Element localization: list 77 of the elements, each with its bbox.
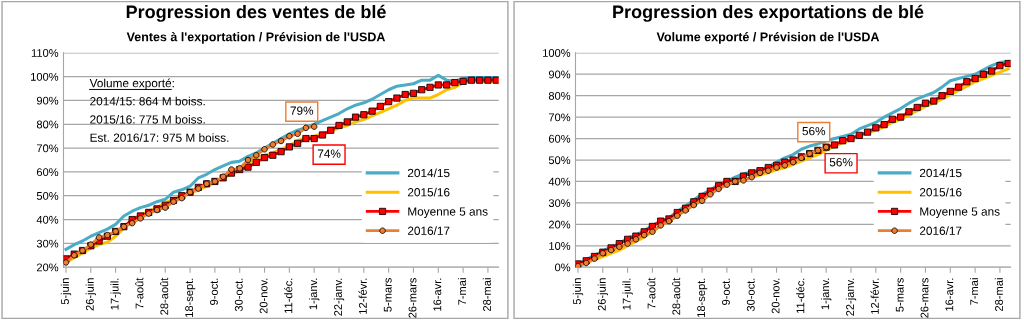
annotation: 2015/16: 775 M boiss. — [90, 114, 205, 124]
y-tick-label: 40% — [548, 177, 571, 186]
annotation: 2014/15: 864 M boiss. — [90, 96, 205, 106]
y-tick-label: 80% — [36, 120, 59, 129]
legend-label: 2015/16 — [919, 187, 962, 197]
x-tick-label: 17-juil. — [622, 278, 633, 310]
x-tick-label: 11-déc. — [284, 278, 293, 314]
y-tick-label: 50% — [548, 156, 571, 165]
x-tick-label: 26-mars — [408, 278, 417, 318]
x-tick-label: 5-mars — [383, 278, 392, 312]
x-tick-label: 18-sept. — [697, 278, 708, 317]
x-tick-label: 18-sept. — [185, 278, 196, 317]
y-tick-label: 70% — [36, 144, 59, 153]
y-tick-label: 90% — [36, 96, 59, 105]
x-tick-label: 7-mai — [969, 278, 979, 305]
y-tick-label: 100% — [31, 72, 59, 81]
x-tick-label: 16-avr. — [945, 278, 954, 311]
y-tick-label: 40% — [36, 215, 59, 224]
x-tick-label: 1-janv. — [821, 278, 832, 310]
x-tick-label: 5-juin — [60, 278, 72, 305]
x-tick-label: 16-avr. — [433, 278, 442, 311]
x-tick-label: 9-oct. — [210, 278, 218, 305]
x-tick-label: 26-juin — [85, 278, 96, 311]
legend-label: 2016/17 — [919, 226, 962, 235]
legend-label: 2014/15 — [919, 168, 962, 178]
annotation: 56% — [802, 126, 826, 136]
chart-title: Progression des exportations de blé — [613, 4, 924, 22]
legend-label: Moyenne 5 ans — [920, 207, 1000, 219]
y-tick-label: 80% — [548, 91, 571, 100]
y-tick-label: 70% — [548, 113, 571, 122]
y-tick-label: 20% — [548, 220, 571, 229]
x-tick-label: 17-juil. — [110, 278, 121, 310]
x-tick-label: 28-août — [672, 277, 681, 315]
x-tick-label: 20-nov. — [771, 278, 780, 314]
x-tick-label: 5-juin — [572, 278, 584, 305]
y-tick-label: 10% — [549, 242, 571, 250]
x-tick-label: 9-oct. — [722, 278, 730, 305]
x-tick-label: 12-févr. — [870, 278, 879, 314]
chart-subtitle: Ventes à l'exportation / Prévision de l'USDA — [126, 32, 386, 44]
y-tick-label: 60% — [548, 134, 571, 143]
x-tick-label: 7-août — [135, 277, 144, 309]
chart-title: Progression des ventes de blé — [126, 4, 386, 22]
x-tick-label: 1-janv. — [309, 278, 320, 310]
annotation: Volume exporté: — [89, 78, 174, 90]
x-tick-label: 20-nov. — [259, 278, 268, 314]
y-tick-label: 50% — [36, 192, 59, 200]
x-tick-label: 30-oct. — [234, 278, 243, 312]
y-tick-label: 90% — [548, 70, 571, 79]
x-tick-label: 26-mars — [920, 278, 929, 318]
y-tick-label: 0% — [555, 263, 571, 272]
x-tick-label: 30-oct. — [746, 278, 755, 312]
annotation: 79% — [290, 106, 314, 115]
legend-label: 2016/17 — [407, 226, 450, 235]
legend-label: 2015/16 — [407, 187, 450, 197]
annotation: 56% — [829, 158, 853, 167]
legend-label: Moyenne 5 ans — [408, 207, 488, 219]
legend-label: 2014/15 — [407, 168, 450, 178]
x-tick-label: 12-févr. — [358, 278, 367, 314]
y-tick-label: 60% — [36, 168, 59, 177]
x-tick-label: 5-mars — [895, 278, 904, 312]
x-tick-label: 22-janv. — [845, 278, 857, 316]
x-tick-label: 11-déc. — [796, 278, 805, 314]
x-tick-label: 28-août — [160, 277, 169, 315]
y-tick-label: 110% — [31, 49, 59, 57]
x-tick-label: 7-août — [647, 277, 656, 309]
chart-subtitle: Volume exporté / Prévision de l'USDA — [656, 32, 880, 44]
x-tick-label: 28-mai — [994, 278, 1003, 312]
x-tick-label: 28-mai — [482, 278, 491, 312]
annotation: 74% — [317, 149, 341, 158]
y-tick-label: 30% — [36, 239, 59, 248]
x-tick-label: 26-juin — [597, 278, 608, 311]
y-tick-label: 20% — [36, 263, 59, 272]
y-tick-label: 100% — [543, 49, 571, 57]
y-tick-label: 30% — [548, 199, 571, 208]
x-tick-label: 22-janv. — [333, 278, 345, 316]
x-tick-label: 7-mai — [457, 278, 467, 305]
annotation: Est. 2016/17: 975 M boiss. — [90, 133, 229, 142]
